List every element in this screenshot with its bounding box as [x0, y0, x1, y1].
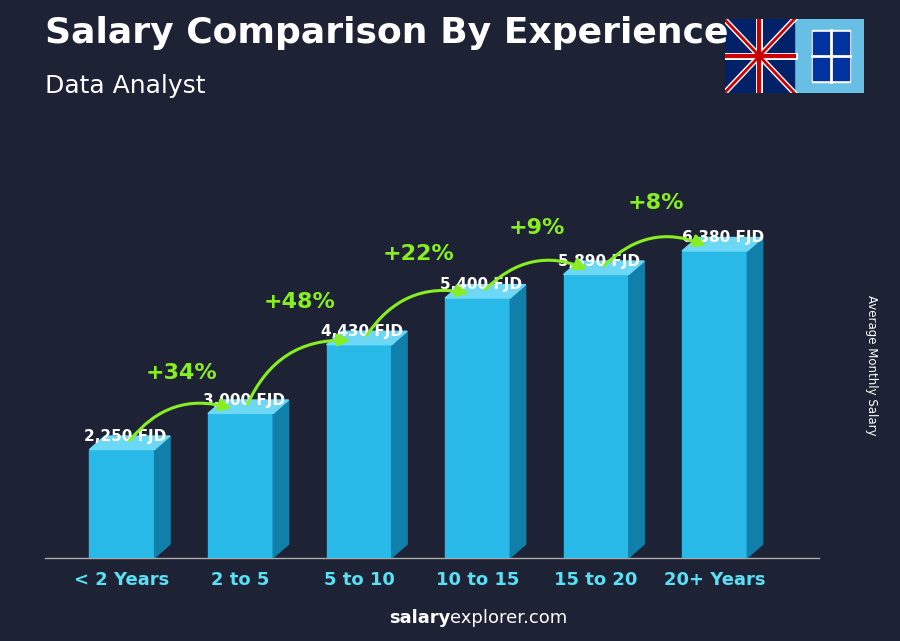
- Polygon shape: [629, 261, 644, 558]
- Bar: [813, 32, 849, 80]
- Text: 4,430 FJD: 4,430 FJD: [321, 324, 403, 339]
- Bar: [445, 298, 510, 558]
- Text: +48%: +48%: [264, 292, 336, 312]
- Bar: [208, 413, 274, 558]
- Text: +9%: +9%: [508, 219, 565, 238]
- Text: 5,400 FJD: 5,400 FJD: [440, 278, 522, 292]
- Text: Salary Comparison By Experience: Salary Comparison By Experience: [45, 16, 728, 50]
- Text: 6,380 FJD: 6,380 FJD: [681, 230, 763, 245]
- Polygon shape: [155, 436, 170, 558]
- Text: salary: salary: [389, 609, 450, 627]
- Polygon shape: [392, 331, 407, 558]
- Polygon shape: [682, 237, 762, 251]
- Text: 2,250 FJD: 2,250 FJD: [84, 429, 166, 444]
- Polygon shape: [747, 237, 762, 558]
- Polygon shape: [274, 400, 289, 558]
- Text: 3,000 FJD: 3,000 FJD: [202, 393, 284, 408]
- Polygon shape: [89, 436, 170, 449]
- Bar: [724, 19, 794, 93]
- Polygon shape: [445, 285, 526, 298]
- Text: 5,890 FJD: 5,890 FJD: [558, 254, 640, 269]
- Bar: [327, 345, 392, 558]
- Polygon shape: [563, 261, 644, 274]
- Text: +34%: +34%: [146, 363, 217, 383]
- Polygon shape: [208, 400, 289, 413]
- Bar: [812, 30, 850, 82]
- Polygon shape: [327, 331, 407, 345]
- Text: explorer.com: explorer.com: [450, 609, 567, 627]
- Bar: [89, 449, 155, 558]
- Bar: [563, 274, 629, 558]
- Text: +8%: +8%: [627, 193, 684, 213]
- Text: +22%: +22%: [382, 244, 454, 264]
- Bar: [682, 251, 747, 558]
- Text: Average Monthly Salary: Average Monthly Salary: [865, 295, 878, 436]
- Polygon shape: [510, 285, 526, 558]
- Text: Data Analyst: Data Analyst: [45, 74, 205, 97]
